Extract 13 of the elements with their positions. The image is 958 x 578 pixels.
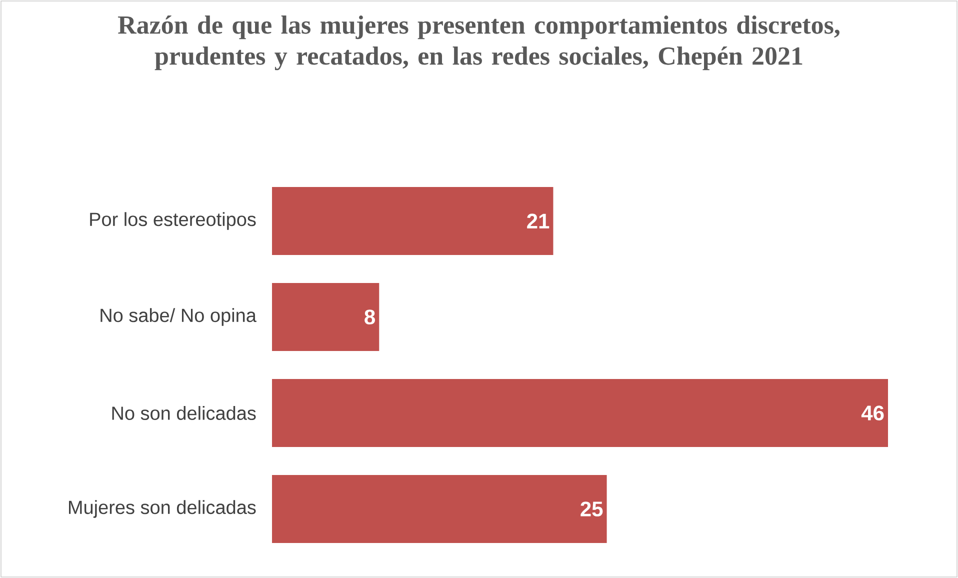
- bar: [272, 187, 554, 255]
- y-tick-label: No sabe/ No opina: [100, 308, 256, 326]
- y-tick-label: Por los estereotipos: [90, 212, 256, 230]
- bar: [272, 475, 607, 543]
- data-label: 21: [527, 214, 550, 228]
- data-label: 25: [580, 502, 603, 516]
- bar: [272, 283, 380, 351]
- data-label: 8: [364, 310, 375, 324]
- y-tick-label: No son delicadas: [112, 406, 256, 420]
- bar: [272, 379, 888, 447]
- chart-title: Razón de que las mujeres presenten comportamientos discretos, prudentes y recatados, en las redes sociales, Chepén 2021: [118, 16, 840, 70]
- data-label: 46: [861, 406, 884, 420]
- y-tick-label: Mujeres son delicadas: [69, 500, 256, 518]
